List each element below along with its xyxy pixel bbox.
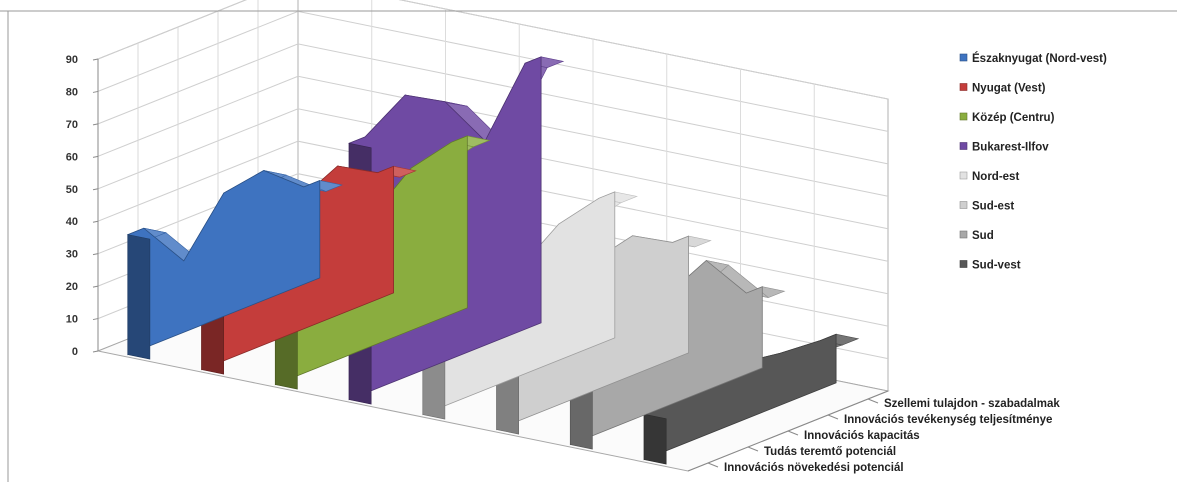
- legend-label: Nord-est: [972, 171, 1019, 183]
- area-end-cap: [127, 234, 151, 360]
- legend-label: Nyugat (Vest): [972, 83, 1046, 95]
- legend-label: Sud: [972, 230, 994, 242]
- gridline: [97, 75, 889, 197]
- depth-tick-mark: [827, 414, 839, 420]
- legend-label: Bukarest-Ilfov: [972, 142, 1049, 154]
- legend-swatch: [959, 53, 968, 62]
- depth-tick-mark: [747, 446, 759, 452]
- y-tick-label: 90: [66, 54, 78, 66]
- gridline: [97, 140, 889, 262]
- y-tick-label: 20: [66, 281, 78, 293]
- area-series: [126, 170, 343, 360]
- legend-label: Északnyugat (Nord-vest): [972, 52, 1107, 65]
- y-tick-mark: [92, 123, 99, 126]
- area-end-cap: [643, 413, 667, 465]
- depth-tick-mark: [707, 462, 719, 468]
- depth-tick-mark: [867, 398, 879, 404]
- y-tick-mark: [92, 318, 99, 321]
- depth-tick-mark: [787, 430, 799, 436]
- y-tick-mark: [92, 188, 99, 191]
- depth-tick-label: Innovációs növekedési potenciál: [724, 462, 904, 474]
- y-tick-mark: [92, 155, 99, 158]
- depth-axis: Innovációs növekedési potenciál Tudás ter…: [687, 390, 1060, 474]
- y-tick-label: 50: [66, 184, 78, 196]
- legend: Északnyugat (Nord-vest) Nyugat (Vest) Közé…: [959, 52, 1107, 272]
- gridline: [97, 43, 889, 165]
- area-face: [127, 170, 321, 356]
- y-tick-mark: [92, 220, 99, 223]
- depth-tick-label: Innovációs tevékenység teljesítménye: [844, 414, 1052, 426]
- y-tick-label: 30: [66, 249, 78, 261]
- depth-tick-label: Tudás teremtő potenciál: [764, 446, 896, 458]
- legend-label: Sud-vest: [972, 260, 1021, 272]
- y-tick-mark: [92, 90, 99, 93]
- depth-tick-label: Szellemi tulajdon - szabadalmak: [884, 398, 1060, 410]
- legend-label: Sud-est: [972, 201, 1014, 213]
- y-tick-label: 10: [66, 314, 78, 326]
- gridline: [97, 0, 889, 100]
- depth-tick-label: Innovációs kapacitás: [804, 430, 920, 442]
- legend-swatch: [959, 171, 968, 180]
- y-tick-label: 60: [66, 151, 78, 163]
- legend-label: Közép (Centru): [972, 112, 1055, 124]
- legend-swatch: [959, 230, 968, 239]
- gridline: [97, 108, 889, 230]
- gridline: [97, 173, 889, 295]
- y-tick-label: 0: [72, 346, 78, 358]
- y-axis: 0 10 20 30 40 50 60 70 80 90: [66, 54, 99, 358]
- y-tick-label: 80: [66, 86, 78, 98]
- y-tick-label: 70: [66, 119, 78, 131]
- legend-swatch: [959, 201, 968, 209]
- plot-areas: [126, 56, 860, 465]
- y-tick-mark: [92, 253, 99, 256]
- legend-swatch: [959, 142, 968, 150]
- y-tick-mark: [92, 350, 99, 353]
- legend-swatch: [959, 260, 968, 268]
- y-tick-mark: [92, 285, 99, 288]
- legend-swatch: [959, 83, 968, 91]
- legend-swatch: [959, 112, 968, 121]
- y-tick-mark: [92, 58, 99, 61]
- y-tick-label: 40: [66, 216, 78, 228]
